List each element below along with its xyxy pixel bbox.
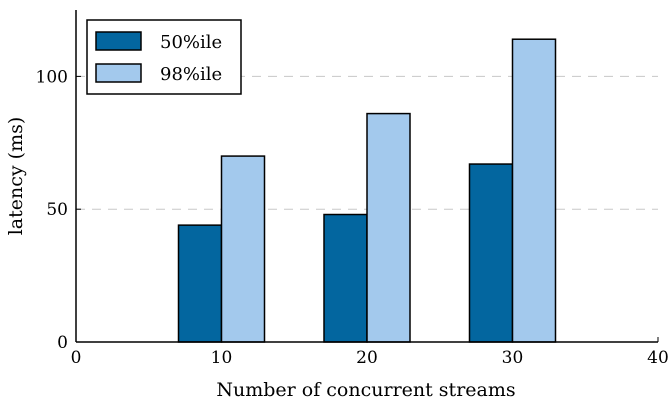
bar-98pctile-20 xyxy=(366,112,411,343)
legend-swatch-98ile xyxy=(95,63,142,83)
x-tick-label-30: 30 xyxy=(502,348,524,368)
x-tick-label-40: 40 xyxy=(647,348,669,368)
y-tick-label-100: 100 xyxy=(36,67,68,87)
bar-50pctile-10 xyxy=(177,224,223,343)
tick-labels: 0 10 20 30 40 0 50 100 xyxy=(36,67,669,368)
x-tick-label-10: 10 xyxy=(211,348,233,368)
legend-label-98ile: 98%ile xyxy=(160,64,222,85)
x-tick-label-0: 0 xyxy=(71,348,82,368)
legend: 50%ile 98%ile xyxy=(86,19,242,95)
y-tick-label-50: 50 xyxy=(46,200,68,220)
x-axis-title: Number of concurrent streams xyxy=(216,379,515,401)
bar-98pctile-30 xyxy=(511,38,557,343)
y-axis-title: latency (ms) xyxy=(5,117,27,236)
legend-swatch-50ile xyxy=(95,31,142,51)
bars xyxy=(177,38,557,343)
x-tick-label-20: 20 xyxy=(356,348,378,368)
y-tick-label-0: 0 xyxy=(57,333,68,353)
legend-label-50ile: 50%ile xyxy=(160,32,222,53)
bar-98pctile-10 xyxy=(220,155,266,343)
bar-50pctile-30 xyxy=(468,163,514,343)
bar-50pctile-20 xyxy=(323,213,368,343)
